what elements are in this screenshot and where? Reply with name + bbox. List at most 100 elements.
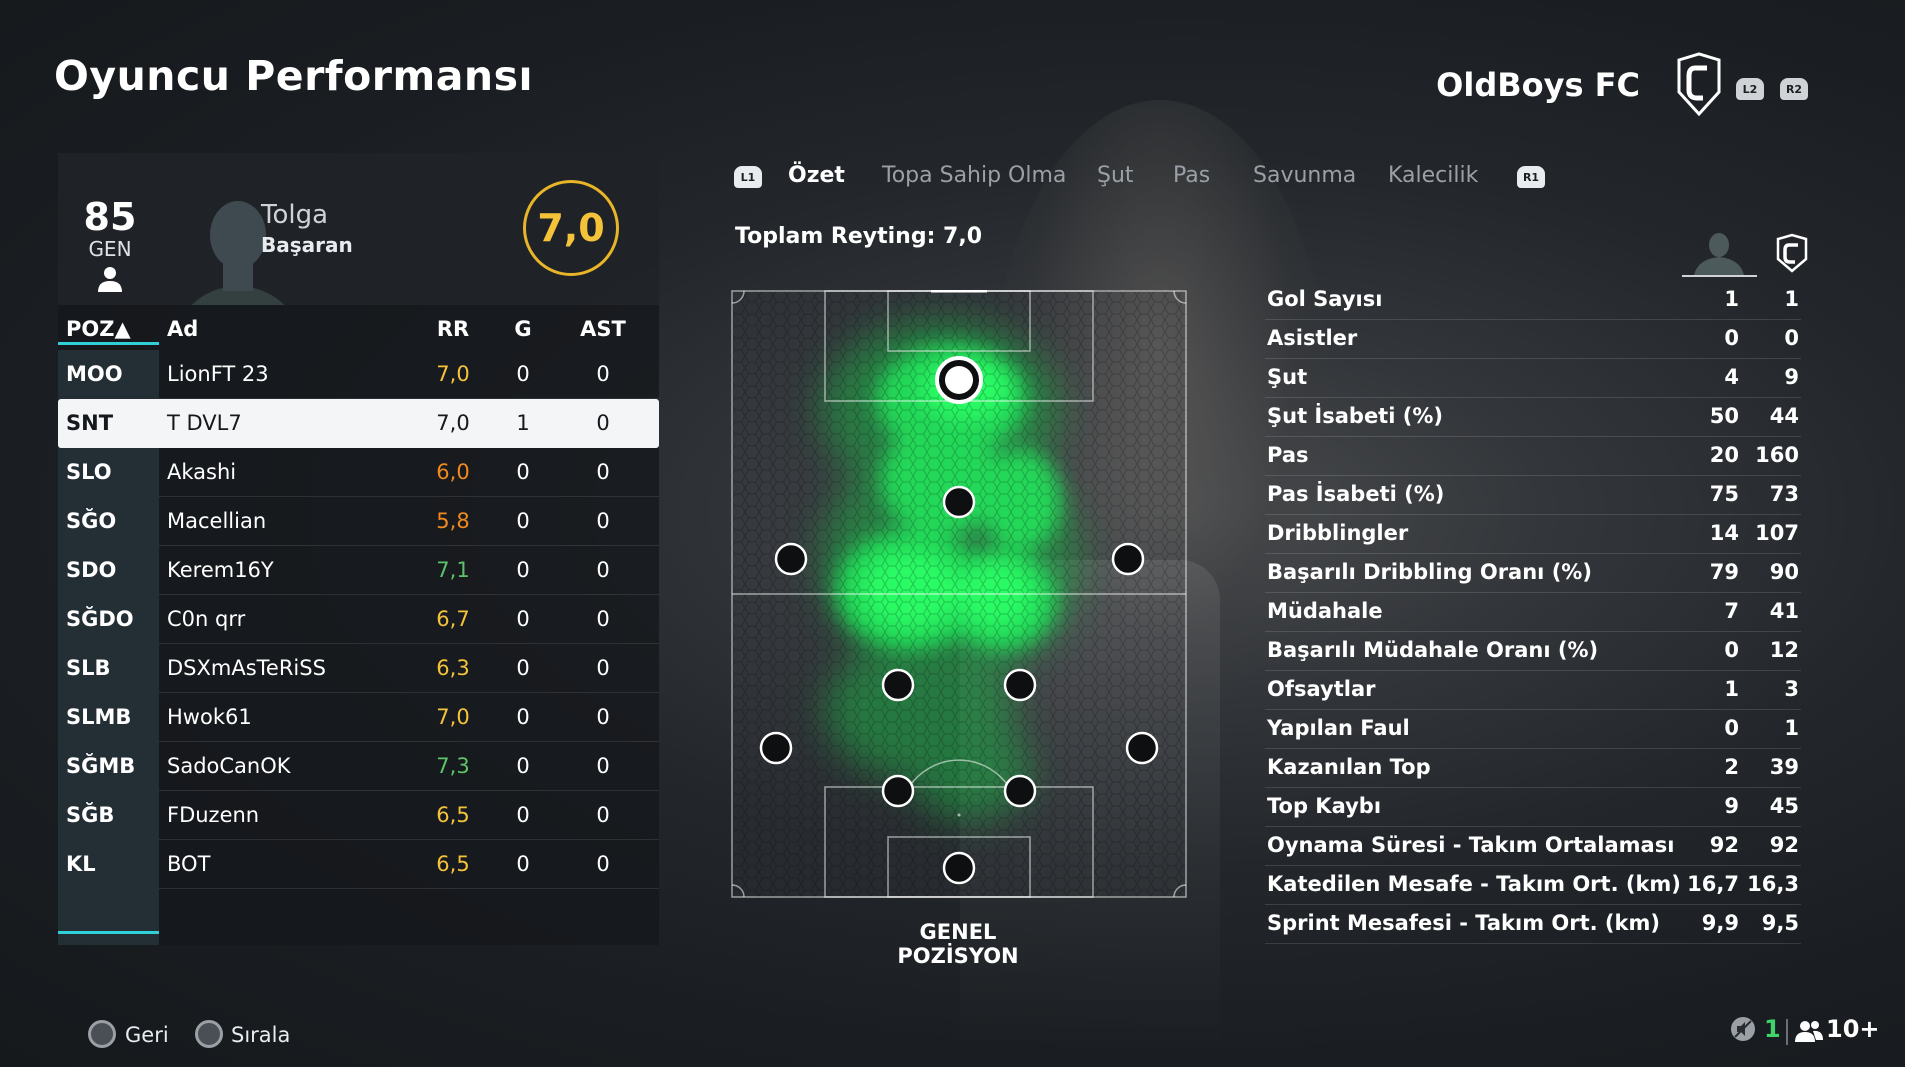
- player-assists: 0: [596, 705, 610, 729]
- back-button[interactable]: Geri: [125, 1023, 169, 1047]
- stat-row: Dribblingler 14 107: [1265, 514, 1801, 554]
- mute-icon[interactable]: [1730, 1016, 1756, 1042]
- stat-team-value: 73: [1769, 482, 1799, 506]
- r1-bumper-icon[interactable]: R1: [1517, 166, 1545, 188]
- stat-label: Şut İsabeti (%): [1267, 404, 1443, 428]
- stat-player-value: 20: [1709, 443, 1739, 467]
- player-goals: 0: [516, 852, 530, 876]
- selected-player-header: 85 GEN Tolga Başaran 7,0: [58, 153, 659, 305]
- circle-button-icon[interactable]: [88, 1020, 116, 1048]
- table-row[interactable]: KL BOT 6,5 0 0: [58, 840, 659, 889]
- stat-team-value: 1: [1784, 716, 1799, 740]
- player-position: SNT: [66, 411, 114, 435]
- stat-row: Şut 4 9: [1265, 358, 1801, 398]
- tab-sut[interactable]: Şut: [1097, 163, 1134, 188]
- player-first-name: Tolga: [261, 200, 329, 230]
- player-rating-cell: 5,8: [436, 509, 470, 533]
- player-assists: 0: [596, 852, 610, 876]
- table-row[interactable]: SĞMB SadoCanOK 7,3 0 0: [58, 742, 659, 791]
- stat-player-value: 16,7: [1687, 872, 1739, 896]
- player-position: SLO: [66, 460, 112, 484]
- table-row[interactable]: SĞO Macellian 5,8 0 0: [58, 497, 659, 546]
- column-header-assists[interactable]: AST: [580, 317, 626, 341]
- table-row[interactable]: SLB DSXmAsTeRiSS 6,3 0 0: [58, 644, 659, 693]
- tab-savunma[interactable]: Savunma: [1253, 163, 1357, 188]
- column-header-rating[interactable]: RR: [436, 317, 470, 341]
- player-goals: 1: [516, 411, 530, 435]
- player-rating-cell: 7,0: [436, 705, 470, 729]
- position-label: GENEL POZİSYON: [897, 920, 1019, 968]
- player-name: DSXmAsTeRiSS: [167, 656, 326, 680]
- stat-player-value: 4: [1724, 365, 1739, 389]
- stat-player-value: 1: [1724, 287, 1739, 311]
- row-separator: [159, 496, 659, 497]
- column-header-position[interactable]: POZ▲: [66, 317, 131, 341]
- stat-label: Müdahale: [1267, 599, 1383, 623]
- player-list-panel: 85 GEN Tolga Başaran 7,0 POZ▲ Ad RR G: [58, 153, 659, 945]
- sort-button[interactable]: Sırala: [231, 1023, 291, 1047]
- stat-player-value: 79: [1709, 560, 1739, 584]
- stat-label: Kazanılan Top: [1267, 755, 1431, 779]
- table-row[interactable]: SĞDO C0n qrr 6,7 0 0: [58, 595, 659, 644]
- tab-kalecilik[interactable]: Kalecilik: [1388, 163, 1479, 188]
- player-name: LionFT 23: [167, 362, 269, 386]
- stat-team-value: 39: [1769, 755, 1799, 779]
- stat-row: Top Kaybı 9 45: [1265, 787, 1801, 827]
- stat-label: Pas: [1267, 443, 1309, 467]
- player-name: Macellian: [167, 509, 267, 533]
- row-separator: [159, 839, 659, 840]
- stat-player-value: 9: [1724, 794, 1739, 818]
- stat-row: Sprint Mesafesi - Takım Ort. (km) 9,9 9,5: [1265, 904, 1801, 944]
- column-header-goals[interactable]: G: [514, 317, 532, 341]
- table-row[interactable]: SLMB Hwok61 7,0 0 0: [58, 693, 659, 742]
- table-row[interactable]: SLO Akashi 6,0 0 0: [58, 448, 659, 497]
- table-row[interactable]: SNT T DVL7 7,0 1 0: [58, 399, 659, 448]
- stat-row: Asistler 0 0: [1265, 319, 1801, 359]
- player-name: FDuzenn: [167, 803, 260, 827]
- l1-bumper-icon[interactable]: L1: [734, 166, 762, 188]
- player-column-icon: [1682, 233, 1757, 277]
- list-bottom-marker: [58, 931, 159, 934]
- player-position: SĞO: [66, 509, 117, 533]
- stat-team-value: 45: [1769, 794, 1799, 818]
- player-rating-cell: 6,5: [436, 803, 470, 827]
- club-crest-icon: [1677, 52, 1721, 116]
- player-name: SadoCanOK: [167, 754, 291, 778]
- player-assists: 0: [596, 411, 610, 435]
- stat-team-value: 3: [1784, 677, 1799, 701]
- tab-ozet[interactable]: Özet: [788, 163, 845, 188]
- stat-row: Gol Sayısı 1 1: [1265, 280, 1801, 320]
- player-rating-cell: 6,5: [436, 852, 470, 876]
- tab-pas[interactable]: Pas: [1173, 163, 1211, 188]
- player-name: Akashi: [167, 460, 237, 484]
- player-goals: 0: [516, 460, 530, 484]
- players-icon: [1795, 1021, 1823, 1042]
- player-position: SLB: [66, 656, 111, 680]
- player-goals: 0: [516, 705, 530, 729]
- stat-row: Yapılan Faul 0 1: [1265, 709, 1801, 749]
- stat-label: Ofsaytlar: [1267, 677, 1376, 701]
- l2-trigger-icon[interactable]: L2: [1736, 78, 1764, 100]
- stat-player-value: 0: [1724, 638, 1739, 662]
- player-assists: 0: [596, 754, 610, 778]
- stat-team-value: 160: [1755, 443, 1799, 467]
- tab-topa-sahip-olma[interactable]: Topa Sahip Olma: [882, 163, 1067, 188]
- player-name: C0n qrr: [167, 607, 246, 631]
- stat-label: Başarılı Dribbling Oranı (%): [1267, 560, 1592, 584]
- r2-trigger-icon[interactable]: R2: [1780, 78, 1808, 100]
- player-name: T DVL7: [167, 411, 242, 435]
- table-row[interactable]: MOO LionFT 23 7,0 0 0: [58, 350, 659, 399]
- stat-label: Katedilen Mesafe - Takım Ort. (km): [1267, 872, 1681, 896]
- table-row[interactable]: SDO Kerem16Y 7,1 0 0: [58, 546, 659, 595]
- square-button-icon[interactable]: [195, 1020, 223, 1048]
- stat-player-value: 50: [1709, 404, 1739, 428]
- table-row[interactable]: SĞB FDuzenn 6,5 0 0: [58, 791, 659, 840]
- row-separator: [159, 594, 659, 595]
- player-name: Hwok61: [167, 705, 252, 729]
- stat-label: Dribblingler: [1267, 521, 1409, 545]
- stat-row: Başarılı Müdahale Oranı (%) 0 12: [1265, 631, 1801, 671]
- player-rating-cell: 7,3: [436, 754, 470, 778]
- player-goals: 0: [516, 558, 530, 582]
- stat-team-value: 92: [1769, 833, 1799, 857]
- column-header-name[interactable]: Ad: [167, 317, 199, 341]
